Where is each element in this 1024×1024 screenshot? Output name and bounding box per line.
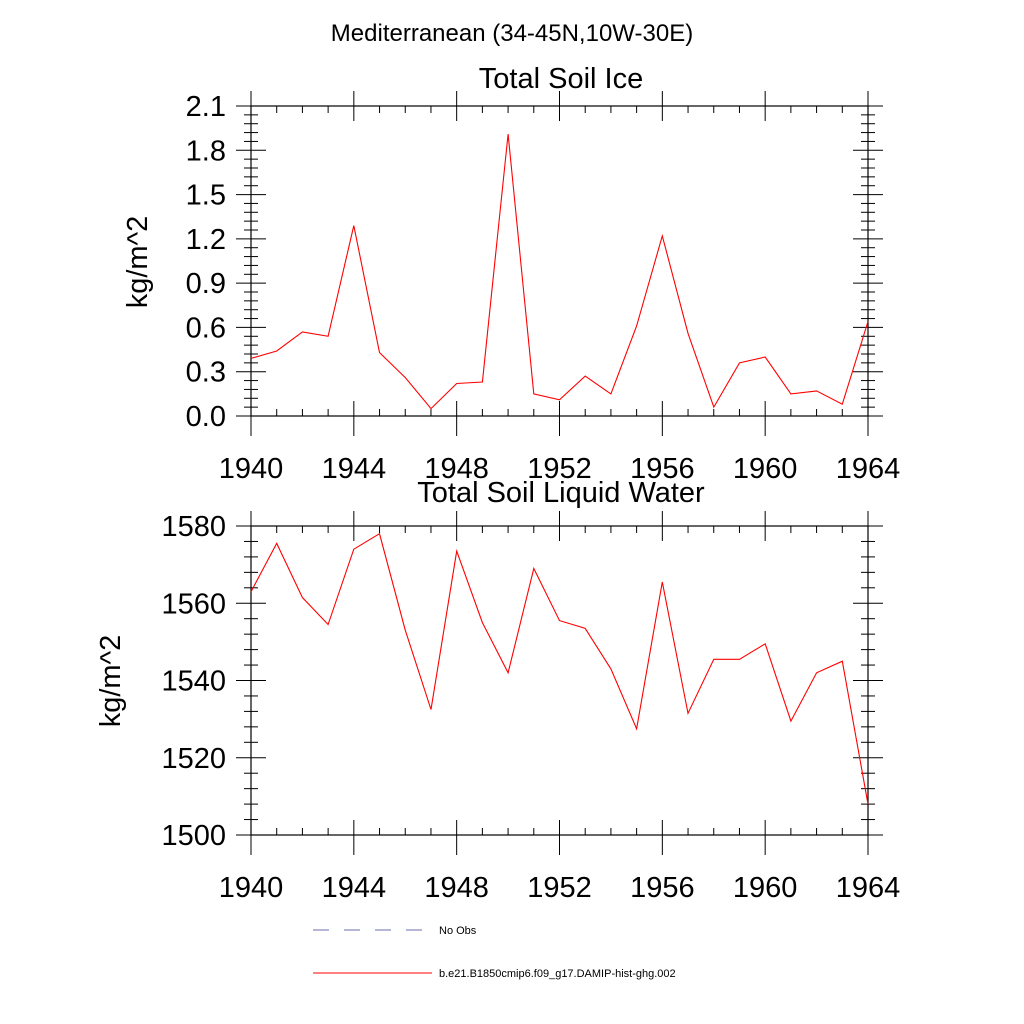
soil-ice-ytick-label: 0.9 xyxy=(186,268,226,300)
soil-liquid-water-ytick-label: 1520 xyxy=(161,743,226,775)
soil-ice-ytick-label: 0.6 xyxy=(186,312,226,344)
soil-liquid-water-ytick-label: 1500 xyxy=(161,820,226,852)
soil-ice-ytick-label: 1.2 xyxy=(186,224,226,256)
soil-ice-xtick-label: 1964 xyxy=(836,453,901,485)
soil-liquid-water-series-line xyxy=(250,532,869,805)
soil-liquid-water-ytick-label: 1540 xyxy=(161,666,226,698)
soil-liquid-water-xtick-label: 1960 xyxy=(733,872,798,904)
soil-ice-panel: Total Soil Ice kg/m^2 1940 1944 1948 1952 19… xyxy=(122,63,900,485)
soil-ice-xtick-label: 1944 xyxy=(322,453,387,485)
soil-liquid-water-xtick-label: 1944 xyxy=(322,872,387,904)
soil-liquid-water-xtick-label: 1948 xyxy=(424,872,489,904)
figure-supertitle: Mediterranean (34-45N,10W-30E) xyxy=(331,20,693,47)
soil-ice-ytick-label: 0.3 xyxy=(186,357,226,389)
soil-liquid-water-panel: Total Soil Liquid Water kg/m^2 1940 1944 1… xyxy=(95,477,900,904)
soil-liquid-water-ylabel: kg/m^2 xyxy=(95,635,127,728)
legend: No Obs b.e21.B1850cmip6.f09_g17.DAMIP-hi… xyxy=(313,925,676,980)
soil-ice-xtick-label: 1952 xyxy=(527,453,592,485)
soil-liquid-water-xtick-label: 1964 xyxy=(836,872,901,904)
soil-ice-xtick-label: 1960 xyxy=(733,453,798,485)
soil-liquid-water-xtick-label: 1940 xyxy=(219,872,284,904)
soil-ice-series-line xyxy=(250,133,869,410)
soil-ice-title: Total Soil Ice xyxy=(479,63,643,95)
legend-no-obs-label: No Obs xyxy=(439,925,477,937)
soil-liquid-water-ytick-label: 1560 xyxy=(161,588,226,620)
soil-liquid-water-xtick-label: 1952 xyxy=(527,872,592,904)
soil-liquid-water-plot-frame xyxy=(250,525,869,836)
soil-ice-ytick-label: 2.1 xyxy=(186,91,226,123)
soil-ice-ytick-label: 1.5 xyxy=(186,180,226,212)
soil-ice-ytick-label: 0.0 xyxy=(186,401,226,433)
soil-ice-xtick-label: 1956 xyxy=(630,453,695,485)
soil-liquid-water-ytick-label: 1580 xyxy=(161,511,226,543)
soil-liquid-water-xtick-label: 1956 xyxy=(630,872,695,904)
soil-ice-xtick-label: 1940 xyxy=(219,453,284,485)
soil-ice-ylabel: kg/m^2 xyxy=(122,216,154,309)
soil-liquid-water-title: Total Soil Liquid Water xyxy=(417,477,705,509)
soil-ice-plot-frame xyxy=(250,105,869,417)
soil-ice-xtick-label: 1948 xyxy=(424,453,489,485)
soil-ice-ytick-label: 1.8 xyxy=(186,135,226,167)
legend-model-label: b.e21.B1850cmip6.f09_g17.DAMIP-hist-ghg.… xyxy=(439,968,676,980)
